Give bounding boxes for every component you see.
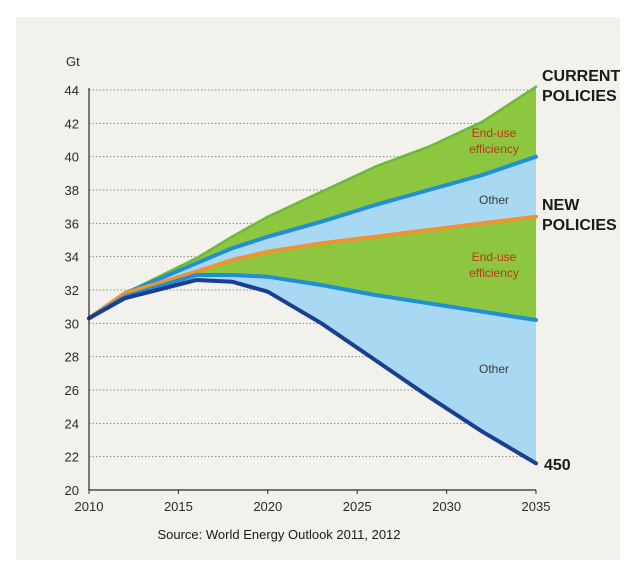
y-tick-label: 24: [65, 416, 79, 431]
new-policies-label-line2: POLICIES: [542, 217, 617, 234]
series-line-mid_lower: [87, 273, 538, 322]
y-tick-label: 42: [65, 116, 79, 131]
x-tick-label: 2030: [432, 499, 461, 514]
x-tick-label: 2015: [164, 499, 193, 514]
x-tick-label: 2020: [253, 499, 282, 514]
series-lines: [87, 85, 538, 466]
source-note: Source: World Energy Outlook 2011, 2012: [157, 527, 400, 542]
end-use-efficiency-bottom-label-line2: efficiency: [469, 266, 519, 280]
y-tick-label: 28: [65, 350, 79, 365]
x-tick-label: 2010: [75, 499, 104, 514]
series-line-p450: [87, 278, 538, 466]
scenario-450-label: 450: [544, 457, 571, 474]
y-tick-label: 32: [65, 283, 79, 298]
y-tick-label: 44: [65, 83, 79, 98]
y-tick-label: 36: [65, 216, 79, 231]
y-tick-label: 30: [65, 316, 79, 331]
y-tick-label: 26: [65, 383, 79, 398]
series-line-mid_upper: [87, 154, 538, 321]
chart-panel: Gt 20 22 24 26 28 30 32 34 36 38 40 42 44 2010 2015 202…: [16, 17, 620, 560]
band-eff_bottom: [89, 216, 536, 320]
band-other_bottom: [89, 275, 536, 464]
y-tick-label: 22: [65, 450, 79, 465]
y-tick-label: 34: [65, 250, 79, 265]
y-tick-label: 40: [65, 150, 79, 165]
x-tick-label: 2035: [522, 499, 551, 514]
y-unit-label: Gt: [66, 54, 80, 69]
end-use-efficiency-top-label-line2: efficiency: [469, 142, 519, 156]
annotation-labels: CURRENT POLICIES NEW POLICIES 450 End-us…: [157, 68, 620, 542]
current-policies-label-line1: CURRENT: [542, 68, 620, 85]
x-tick-label: 2025: [343, 499, 372, 514]
series-line-current: [87, 85, 538, 320]
end-use-efficiency-bottom-label-line1: End-use: [472, 250, 517, 264]
emissions-chart: Gt 20 22 24 26 28 30 32 34 36 38 40 42 44 2010 2015 202…: [65, 54, 620, 542]
other-top-label: Other: [479, 193, 509, 207]
series-line-new: [87, 214, 538, 321]
other-bottom-label: Other: [479, 362, 509, 376]
y-tick-label: 38: [65, 183, 79, 198]
y-tick-label: 20: [65, 483, 79, 498]
current-policies-label-line2: POLICIES: [542, 88, 617, 105]
axes: Gt 20 22 24 26 28 30 32 34 36 38 40 42 44 2010 2015 202…: [65, 54, 551, 514]
band-other_top: [89, 156, 536, 319]
end-use-efficiency-top-label-line1: End-use: [472, 126, 517, 140]
new-policies-label-line1: NEW: [542, 197, 580, 214]
